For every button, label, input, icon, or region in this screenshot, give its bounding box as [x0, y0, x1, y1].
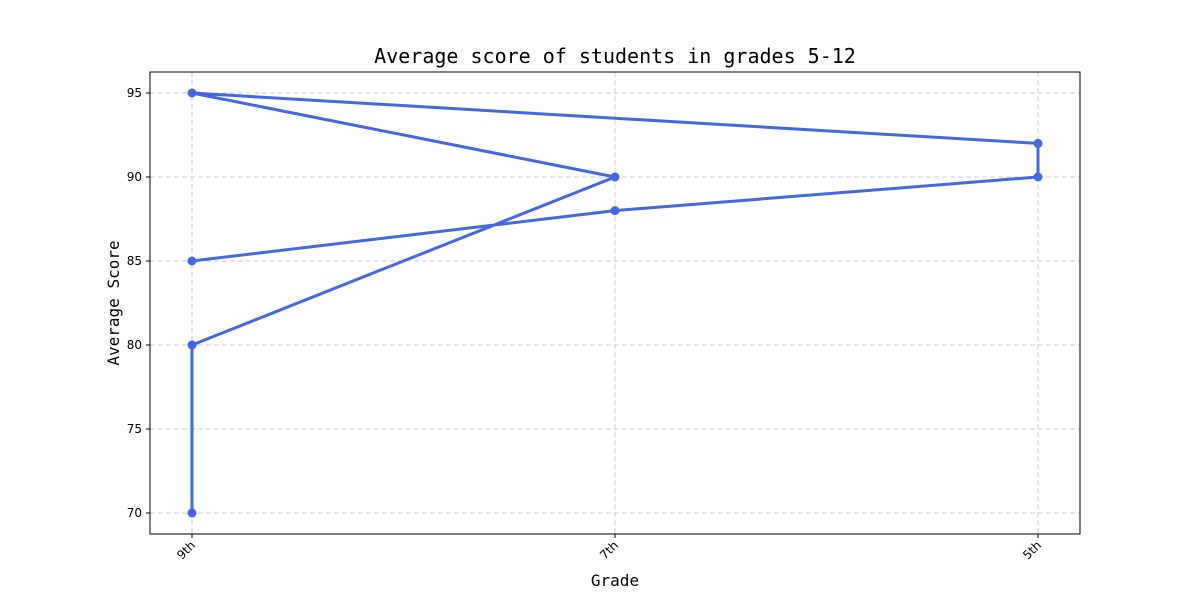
grid	[150, 72, 1080, 534]
data-point	[187, 508, 197, 518]
series-layer	[187, 88, 1043, 518]
y-tick-label: 95	[127, 86, 142, 100]
data-point	[187, 88, 197, 98]
data-point	[1033, 138, 1043, 148]
y-tick-label: 70	[127, 506, 142, 520]
x-tick-label: 9th	[174, 538, 198, 562]
y-axis-label: Average Score	[104, 240, 123, 365]
data-point	[610, 172, 620, 182]
x-axis: 9th 7th 5th	[174, 534, 1044, 562]
y-tick-label: 85	[127, 254, 142, 268]
data-point	[187, 340, 197, 350]
x-axis-label: Grade	[591, 571, 639, 590]
y-axis: 70 75 80 85 90 95	[127, 86, 150, 520]
data-point	[187, 256, 197, 266]
y-tick-label: 90	[127, 170, 142, 184]
y-tick-label: 75	[127, 422, 142, 436]
data-point	[1033, 172, 1043, 182]
x-tick-label: 5th	[1020, 538, 1044, 562]
y-tick-label: 80	[127, 338, 142, 352]
series-line	[190, 91, 1040, 513]
data-point	[610, 206, 620, 216]
x-tick-label: 7th	[597, 538, 621, 562]
chart-title: Average score of students in grades 5-12	[374, 44, 856, 68]
